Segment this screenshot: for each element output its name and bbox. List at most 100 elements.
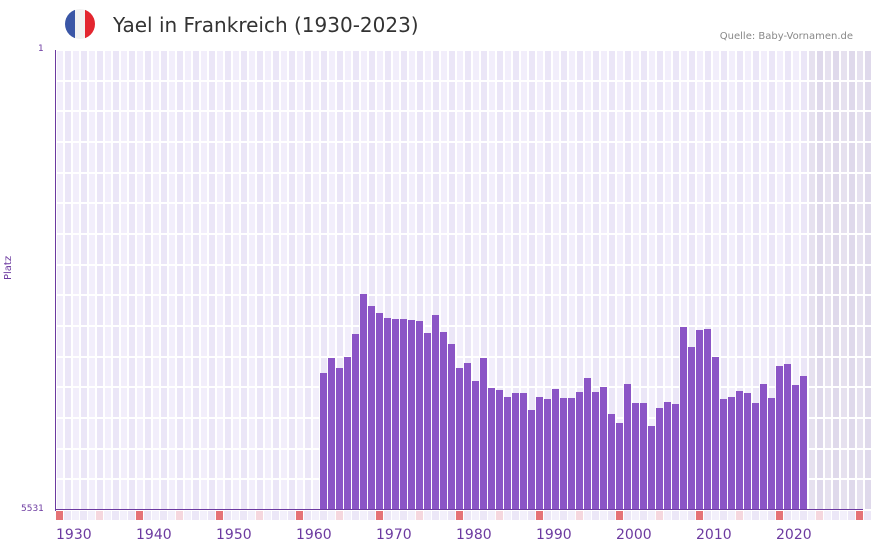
grid-cell bbox=[673, 388, 679, 417]
grid-cell bbox=[337, 204, 343, 233]
bar-2003[interactable] bbox=[656, 407, 663, 510]
bar-2005[interactable] bbox=[672, 403, 679, 510]
grid-cell bbox=[585, 265, 591, 295]
bar-2011[interactable] bbox=[720, 398, 727, 510]
grid-cell bbox=[201, 81, 207, 111]
grid-cell bbox=[161, 265, 167, 295]
bar-2008[interactable] bbox=[696, 329, 703, 510]
bar-2009[interactable] bbox=[704, 328, 711, 510]
grid-cell bbox=[609, 173, 615, 203]
bar-1983[interactable] bbox=[496, 389, 503, 510]
bar-1977[interactable] bbox=[448, 343, 455, 510]
bar-2012[interactable] bbox=[728, 396, 735, 510]
grid-cell bbox=[633, 112, 639, 141]
bar-1986[interactable] bbox=[520, 392, 527, 510]
bar-2002[interactable] bbox=[648, 425, 655, 510]
grid-cell bbox=[161, 204, 167, 233]
bar-2007[interactable] bbox=[688, 346, 695, 510]
grid-cell bbox=[713, 173, 719, 203]
bar-1981[interactable] bbox=[480, 357, 487, 510]
bar-1978[interactable] bbox=[456, 367, 463, 510]
bar-1989[interactable] bbox=[544, 398, 551, 510]
bar-2021[interactable] bbox=[800, 375, 807, 510]
bar-1975[interactable] bbox=[432, 314, 439, 510]
bar-2020[interactable] bbox=[792, 384, 799, 510]
bar-1963[interactable] bbox=[336, 367, 343, 510]
grid-cell bbox=[153, 173, 159, 203]
grid-cell bbox=[233, 235, 239, 264]
bar-1996[interactable] bbox=[600, 386, 607, 510]
bar-1992[interactable] bbox=[568, 397, 575, 510]
bar-1990[interactable] bbox=[552, 388, 559, 510]
bar-1972[interactable] bbox=[408, 319, 415, 510]
grid-cell bbox=[561, 143, 567, 172]
bar-1995[interactable] bbox=[592, 391, 599, 510]
grid-cell bbox=[809, 327, 815, 356]
grid-cell bbox=[393, 296, 399, 325]
bar-1979[interactable] bbox=[464, 362, 471, 510]
grid-cell bbox=[217, 419, 223, 448]
year-marker bbox=[816, 511, 823, 520]
grid-cell bbox=[585, 296, 591, 325]
grid-cell bbox=[241, 204, 247, 233]
bar-2019[interactable] bbox=[784, 363, 791, 510]
bar-1988[interactable] bbox=[536, 396, 543, 510]
bar-1997[interactable] bbox=[608, 413, 615, 510]
bar-2000[interactable] bbox=[632, 402, 639, 510]
bar-1980[interactable] bbox=[472, 380, 479, 510]
grid-cell bbox=[305, 357, 311, 387]
grid-cell bbox=[257, 357, 263, 387]
bar-2010[interactable] bbox=[712, 356, 719, 510]
bar-1967[interactable] bbox=[368, 305, 375, 510]
grid-cell bbox=[713, 51, 719, 80]
bar-1969[interactable] bbox=[384, 317, 391, 510]
bar-1971[interactable] bbox=[400, 318, 407, 510]
grid-cell bbox=[81, 143, 87, 172]
grid-cell bbox=[417, 265, 423, 295]
bar-1982[interactable] bbox=[488, 387, 495, 510]
bar-1985[interactable] bbox=[512, 392, 519, 510]
grid-cell bbox=[249, 235, 255, 264]
bar-2013[interactable] bbox=[736, 390, 743, 510]
grid-cell bbox=[489, 327, 495, 356]
grid-cell bbox=[497, 143, 503, 172]
bar-2014[interactable] bbox=[744, 392, 751, 510]
bar-2001[interactable] bbox=[640, 402, 647, 510]
bar-1964[interactable] bbox=[344, 356, 351, 510]
bar-1974[interactable] bbox=[424, 332, 431, 510]
bar-1998[interactable] bbox=[616, 422, 623, 510]
grid-cell bbox=[713, 143, 719, 172]
bar-2004[interactable] bbox=[664, 401, 671, 510]
bar-1968[interactable] bbox=[376, 312, 383, 510]
bar-1970[interactable] bbox=[392, 318, 399, 510]
bar-1965[interactable] bbox=[352, 333, 359, 510]
bar-2017[interactable] bbox=[768, 397, 775, 510]
bar-1991[interactable] bbox=[560, 397, 567, 510]
bar-2006[interactable] bbox=[680, 326, 687, 510]
bar-1984[interactable] bbox=[504, 396, 511, 510]
bar-1966[interactable] bbox=[360, 293, 367, 510]
bar-2015[interactable] bbox=[752, 402, 759, 510]
bar-1976[interactable] bbox=[440, 331, 447, 510]
bar-1973[interactable] bbox=[416, 320, 423, 510]
bar-2018[interactable] bbox=[776, 365, 783, 510]
bar-2016[interactable] bbox=[760, 383, 767, 510]
grid-cell bbox=[457, 204, 463, 233]
bar-1999[interactable] bbox=[624, 383, 631, 510]
bar-1994[interactable] bbox=[584, 377, 591, 510]
grid-cell bbox=[89, 296, 95, 325]
bar-1961[interactable] bbox=[320, 372, 327, 510]
bar-1962[interactable] bbox=[328, 357, 335, 510]
grid-cell bbox=[57, 51, 63, 80]
grid-cell bbox=[721, 296, 727, 325]
year-marker bbox=[376, 511, 383, 520]
grid-cell bbox=[857, 357, 863, 387]
grid-cell bbox=[113, 112, 119, 141]
grid-cell bbox=[297, 173, 303, 203]
grid-cell bbox=[233, 449, 239, 479]
bar-1993[interactable] bbox=[576, 391, 583, 510]
grid-cell bbox=[657, 112, 663, 141]
year-marker bbox=[72, 511, 79, 520]
bar-1987[interactable] bbox=[528, 409, 535, 510]
grid-cell bbox=[833, 357, 839, 387]
